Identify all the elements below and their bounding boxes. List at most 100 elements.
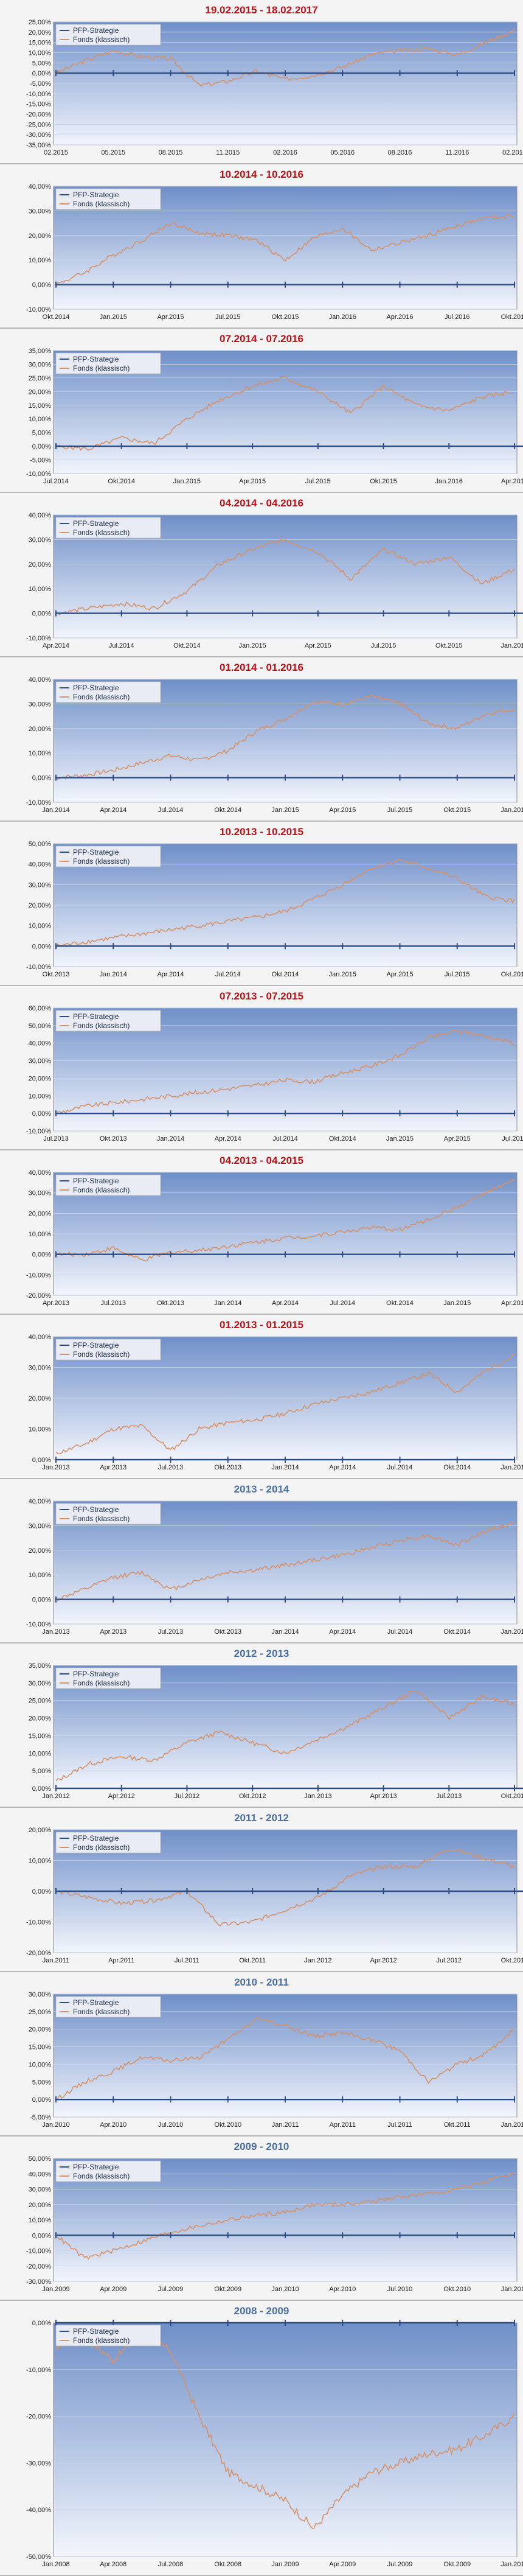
line-chart: 40,00%30,00%20,00%10,00%0,00%-10,00%Jan.… [26,676,523,814]
x-tick-label: Jan.2009 [271,2561,299,2568]
x-tick-label: Jul.2014 [215,971,241,978]
x-tick-label: Okt.2012 [501,1957,523,1964]
chart-panel: 2010 - 2011 30,00% 25,00% 20,00% 15,00% 10,00… [0,1972,523,2137]
x-tick-label: Apr.2016 [501,478,523,485]
y-tick-label: 15,00% [29,2044,52,2051]
x-tick-label: Jan.2015 [329,971,356,978]
y-tick-label: 20,00% [29,29,52,37]
y-tick-label: 40,00% [29,676,52,684]
x-tick-label: Jul.2009 [387,2561,413,2568]
fund-series-line [55,1354,515,1455]
x-tick-label: Jul.2016 [445,313,470,321]
y-tick-label: 5,00% [32,2079,51,2086]
chart-title: 10.2014 - 10.2016 [219,169,303,180]
y-tick-label: 20,00% [29,1827,52,1834]
x-tick-label: 05.2016 [330,149,355,156]
legend-box [55,1832,161,1853]
fund-series-line [55,28,515,88]
y-tick-label: -20,00% [26,1950,51,1957]
y-tick-label: 10,00% [29,1572,52,1579]
legend-label-fund: Fonds (klassisch) [73,528,130,537]
legend-label-fund: Fonds (klassisch) [73,1514,130,1523]
x-tick-label: Apr.2015 [329,807,356,814]
chart-panel: 2012 - 2013 35,00% 30,00% 25,00% 20,00% 15,00… [0,1643,523,1808]
y-tick-label: 0,00% [32,1888,51,1895]
x-tick-label: Okt.2009 [443,2561,471,2568]
x-tick-label: Okt.2013 [43,971,70,978]
legend-box [55,2325,161,2347]
line-chart: 40,00% 30,00% 20,00% 10,00% 0,00% -10,00% -20,… [26,1169,523,1307]
x-tick-label: Apr.2013 [370,1793,397,1800]
y-tick-label: -10,00% [26,91,51,98]
x-tick-label: Jan.2016 [500,642,523,649]
chart-panel: 10.2013 - 10.2015 50,00% 40,00% 30,00% 20,00… [0,822,523,986]
x-tick-label: Jul.2013 [436,1793,462,1800]
line-chart: 25,00% 20,00% 15,00% 10,00% 5,00% 0,00% -5,00%… [26,19,523,156]
x-tick-label: Jul.2015 [502,1135,523,1143]
legend-label-fund: Fonds (klassisch) [73,364,130,373]
y-tick-label: 10,00% [29,50,52,57]
y-tick-label: 10,00% [29,1093,52,1100]
line-chart: 20,00% 10,00% 0,00% -10,00% -20,00%Jan.2011 A… [26,1827,523,1964]
x-tick-label: Jul.2008 [158,2561,184,2568]
y-tick-label: 25,00% [29,375,52,382]
x-tick-label: Apr.2015 [386,971,413,978]
x-tick-label: Jul.2015 [215,313,241,321]
x-tick-label: Jan.2016 [500,807,523,814]
fund-series-line [55,2017,515,2101]
y-tick-label: 20,00% [29,2202,52,2209]
fund-series-line [55,1178,515,1262]
x-tick-label: Okt.2013 [157,1300,184,1307]
legend-label-fund: Fonds (klassisch) [73,2007,130,2016]
fund-series-line [55,376,515,451]
x-tick-label: Jul.2015 [371,642,397,649]
x-tick-label: Apr.2013 [100,1464,126,1471]
y-tick-label: 0,00% [32,70,51,77]
x-tick-label: Apr.2014 [215,1135,241,1143]
x-tick-label: Apr.2013 [100,1628,126,1636]
legend-label-fund: Fonds (klassisch) [73,1350,130,1359]
legend-box [55,1174,161,1196]
y-tick-label: -10,00% [26,1128,51,1135]
chart-panel: 2011 - 2012 20,00% 10,00% 0,00% -10,00% -20,0… [0,1808,523,1972]
line-chart: 60,00% 50,00% 40,00% 30,00% 20,00% 10,00% 0,00… [26,1005,523,1143]
y-tick-label: 30,00% [29,1190,52,1197]
chart-title: 07.2014 - 07.2016 [219,333,303,345]
y-tick-label: -20,00% [26,2263,51,2270]
x-tick-label: Okt.2011 [444,2121,471,2129]
x-tick-label: Jan.2014 [100,971,127,978]
x-tick-label: 11.2016 [445,149,469,156]
y-tick-label: 0,00% [32,1597,51,1604]
y-tick-label: 40,00% [29,2171,52,2178]
y-tick-label: 20,00% [29,233,52,240]
y-tick-label: 10,00% [29,2217,52,2224]
x-tick-label: Apr.2015 [444,1135,471,1143]
legend-label-fund: Fonds (klassisch) [73,1843,130,1852]
x-tick-label: Apr.2009 [329,2561,356,2568]
y-tick-label: 40,00% [29,1169,52,1177]
y-tick-label: 30,00% [29,2186,52,2194]
x-tick-label: Okt.2014 [386,1300,414,1307]
x-tick-label: Okt.2014 [173,642,201,649]
x-tick-label: Apr.2014 [329,1628,356,1636]
x-tick-label: Jan.2010 [500,2561,523,2568]
x-tick-label: Jan.2015 [239,642,266,649]
x-tick-label: Jan.2011 [501,2286,523,2293]
x-tick-label: Okt.2010 [443,2286,471,2293]
y-tick-label: 20,00% [29,1547,52,1555]
y-tick-label: -10,00% [26,2248,51,2255]
y-tick-label: 30,00% [29,1365,52,1372]
x-tick-label: Jul.2012 [175,1793,200,1800]
line-chart: 35,00% 30,00% 25,00% 20,00% 15,00% 10,00% 5,00… [29,1662,523,1800]
x-tick-label: Jan.2012 [42,1793,69,1800]
legend-box [55,1667,161,1689]
chart-panel: 07.2013 - 07.2015 60,00% 50,00% 40,00% 30,00… [0,986,523,1150]
chart-panel: 2008 - 2009 0,00% -10,00% -20,00% -30,00% -40… [0,2301,523,2576]
x-tick-label: Jul.2013 [158,1628,184,1636]
y-tick-label: 0,00% [32,611,51,618]
x-tick-label: Okt.2014 [43,313,70,321]
x-tick-label: Okt.2013 [501,1793,523,1800]
fund-series-line [55,858,515,947]
x-tick-label: Jan.2016 [435,478,463,485]
